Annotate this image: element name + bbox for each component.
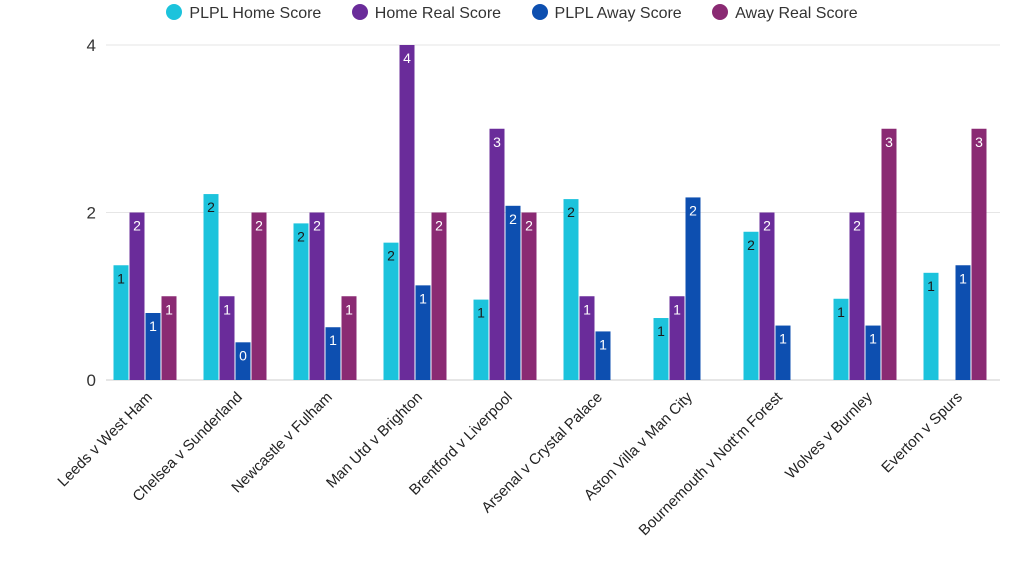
bar-data-label: 1 bbox=[477, 305, 485, 321]
legend-swatch-plpl-away bbox=[531, 4, 548, 20]
bar-plpl-away-score bbox=[325, 327, 341, 380]
bar-data-label: 1 bbox=[657, 323, 665, 339]
legend-item-home-real: Home Real Score bbox=[351, 4, 502, 23]
bar-plpl-home-score bbox=[293, 223, 309, 380]
bar-plpl-away-score bbox=[865, 325, 881, 380]
bar-home-real-score bbox=[399, 45, 415, 380]
bar-data-label: 2 bbox=[747, 237, 755, 253]
bar-plpl-away-score bbox=[505, 205, 521, 380]
bar-data-label: 1 bbox=[927, 278, 935, 294]
bar-plpl-away-score bbox=[235, 342, 251, 380]
legend-label-home-real: Home Real Score bbox=[374, 5, 502, 22]
bar-home-real-score bbox=[759, 212, 775, 380]
bar-data-label: 2 bbox=[509, 211, 517, 227]
bar-plpl-home-score bbox=[473, 299, 489, 380]
bar-data-label: 1 bbox=[345, 301, 353, 317]
legend-label-plpl-home: PLPL Home Score bbox=[189, 5, 322, 22]
x-tick-label: Man Utd v Brighton bbox=[323, 389, 426, 492]
bar-plpl-home-score bbox=[833, 298, 849, 380]
bar-data-label: 1 bbox=[869, 331, 877, 347]
bar-data-label: 3 bbox=[975, 134, 983, 150]
legend-item-plpl-away: PLPL Away Score bbox=[531, 4, 682, 23]
y-tick-label: 4 bbox=[87, 36, 96, 55]
bar-data-label: 1 bbox=[583, 301, 591, 317]
bar-plpl-away-score bbox=[685, 197, 701, 380]
bar-plpl-home-score bbox=[923, 272, 939, 380]
bar-data-label: 1 bbox=[149, 318, 157, 334]
bar-data-label: 2 bbox=[525, 218, 533, 234]
legend-swatch-away-real bbox=[712, 4, 729, 20]
bar-data-label: 3 bbox=[885, 134, 893, 150]
x-tick-label: Newcastle v Fulham bbox=[228, 389, 336, 497]
bar-data-label: 3 bbox=[493, 134, 501, 150]
bar-data-label: 2 bbox=[133, 218, 141, 234]
bar-away-real-score bbox=[521, 212, 537, 380]
bar-home-real-score bbox=[309, 212, 325, 380]
legend-swatch-plpl-home bbox=[166, 4, 183, 20]
bar-data-label: 1 bbox=[599, 336, 607, 352]
bar-home-real-score bbox=[489, 128, 505, 380]
legend-swatch-home-real bbox=[351, 4, 368, 20]
bar-data-label: 2 bbox=[689, 202, 697, 218]
bar-home-real-score bbox=[129, 212, 145, 380]
bar-data-label: 1 bbox=[959, 270, 967, 286]
bar-home-real-score bbox=[579, 296, 595, 380]
bar-data-label: 2 bbox=[853, 218, 861, 234]
bar-plpl-away-score bbox=[415, 285, 431, 380]
bar-plpl-home-score bbox=[743, 231, 759, 380]
bar-data-label: 1 bbox=[165, 301, 173, 317]
bar-data-label: 1 bbox=[837, 304, 845, 320]
legend-item-plpl-home: PLPL Home Score bbox=[166, 4, 321, 23]
bar-data-label: 0 bbox=[239, 347, 247, 363]
x-tick-label: Leeds v West Ham bbox=[54, 389, 155, 490]
bar-data-label: 2 bbox=[313, 218, 321, 234]
bar-plpl-home-score bbox=[563, 199, 579, 380]
bar-plpl-away-score bbox=[595, 331, 611, 380]
bar-data-label: 4 bbox=[403, 50, 411, 66]
bar-plpl-away-score bbox=[145, 313, 161, 380]
bar-plpl-home-score bbox=[203, 194, 219, 380]
bar-data-label: 1 bbox=[673, 301, 681, 317]
bar-data-label: 1 bbox=[779, 331, 787, 347]
y-tick-label: 2 bbox=[87, 204, 96, 223]
bar-plpl-away-score bbox=[775, 325, 791, 380]
x-tick-label: Bournemouth v Nott'm Forest bbox=[636, 388, 787, 539]
bar-data-label: 1 bbox=[117, 270, 125, 286]
bar-home-real-score bbox=[219, 296, 235, 380]
bar-plpl-home-score bbox=[383, 242, 399, 380]
bar-plpl-home-score bbox=[113, 265, 129, 380]
bar-away-real-score bbox=[971, 128, 987, 380]
bar-away-real-score bbox=[431, 212, 447, 380]
x-tick-label: Wolves v Burnley bbox=[782, 388, 876, 482]
bar-away-real-score bbox=[881, 128, 897, 380]
bar-data-label: 2 bbox=[387, 248, 395, 264]
legend-item-away-real: Away Real Score bbox=[712, 4, 858, 23]
bar-plpl-away-score bbox=[955, 265, 971, 380]
bar-data-label: 2 bbox=[207, 199, 215, 215]
bar-data-label: 2 bbox=[435, 218, 443, 234]
bar-data-label: 2 bbox=[567, 204, 575, 220]
legend-label-away-real: Away Real Score bbox=[735, 5, 858, 22]
bar-home-real-score bbox=[849, 212, 865, 380]
bar-plpl-home-score bbox=[653, 318, 669, 380]
bar-away-real-score bbox=[251, 212, 267, 380]
bar-data-label: 1 bbox=[419, 290, 427, 306]
legend-label-plpl-away: PLPL Away Score bbox=[554, 5, 682, 22]
bar-data-label: 2 bbox=[255, 218, 263, 234]
bar-home-real-score bbox=[669, 296, 685, 380]
bar-data-label: 2 bbox=[763, 218, 771, 234]
y-tick-label: 0 bbox=[87, 371, 96, 390]
bar-data-label: 1 bbox=[223, 301, 231, 317]
bar-data-label: 1 bbox=[329, 332, 337, 348]
bar-away-real-score bbox=[341, 296, 357, 380]
chart-legend: PLPL Home Score Home Real Score PLPL Awa… bbox=[0, 4, 1024, 23]
bar-away-real-score bbox=[161, 296, 177, 380]
x-tick-label: Everton v Spurs bbox=[878, 389, 965, 476]
bar-data-label: 2 bbox=[297, 228, 305, 244]
